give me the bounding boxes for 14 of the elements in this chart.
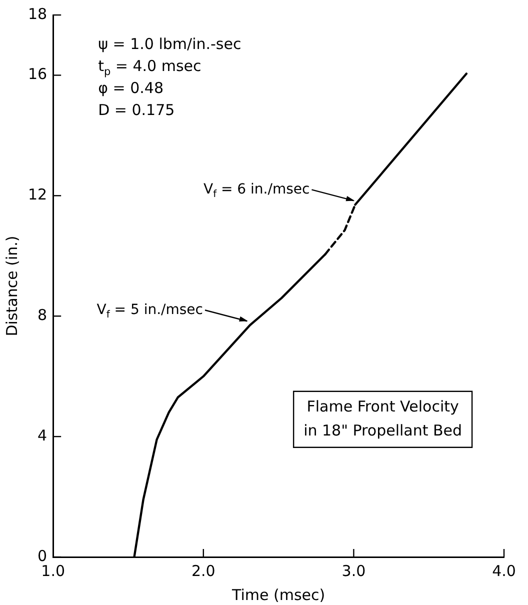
y-tick-label: 16 — [28, 65, 48, 84]
annotation: Flame Front Velocity in 18" Propellant Bed — [304, 397, 462, 440]
annotation: D = 0.175 — [98, 100, 175, 119]
y-tick-label: 18 — [28, 4, 48, 23]
annotation: φ = 0.48 — [98, 78, 164, 97]
x-tick-label: 2.0 — [191, 562, 216, 580]
annotation: ψ = 1.0 lbm/in.-sec — [98, 34, 242, 53]
x-tick-label: 3.0 — [342, 562, 366, 580]
y-axis-title: Distance (in.) — [2, 236, 21, 336]
x-tick-label: 4.0 — [492, 562, 516, 580]
y-tick-label: 12 — [28, 186, 48, 204]
x-axis-title: Time (msec) — [230, 586, 326, 604]
y-tick-label: 8 — [38, 306, 48, 324]
y-tick-label: 4 — [38, 426, 48, 444]
